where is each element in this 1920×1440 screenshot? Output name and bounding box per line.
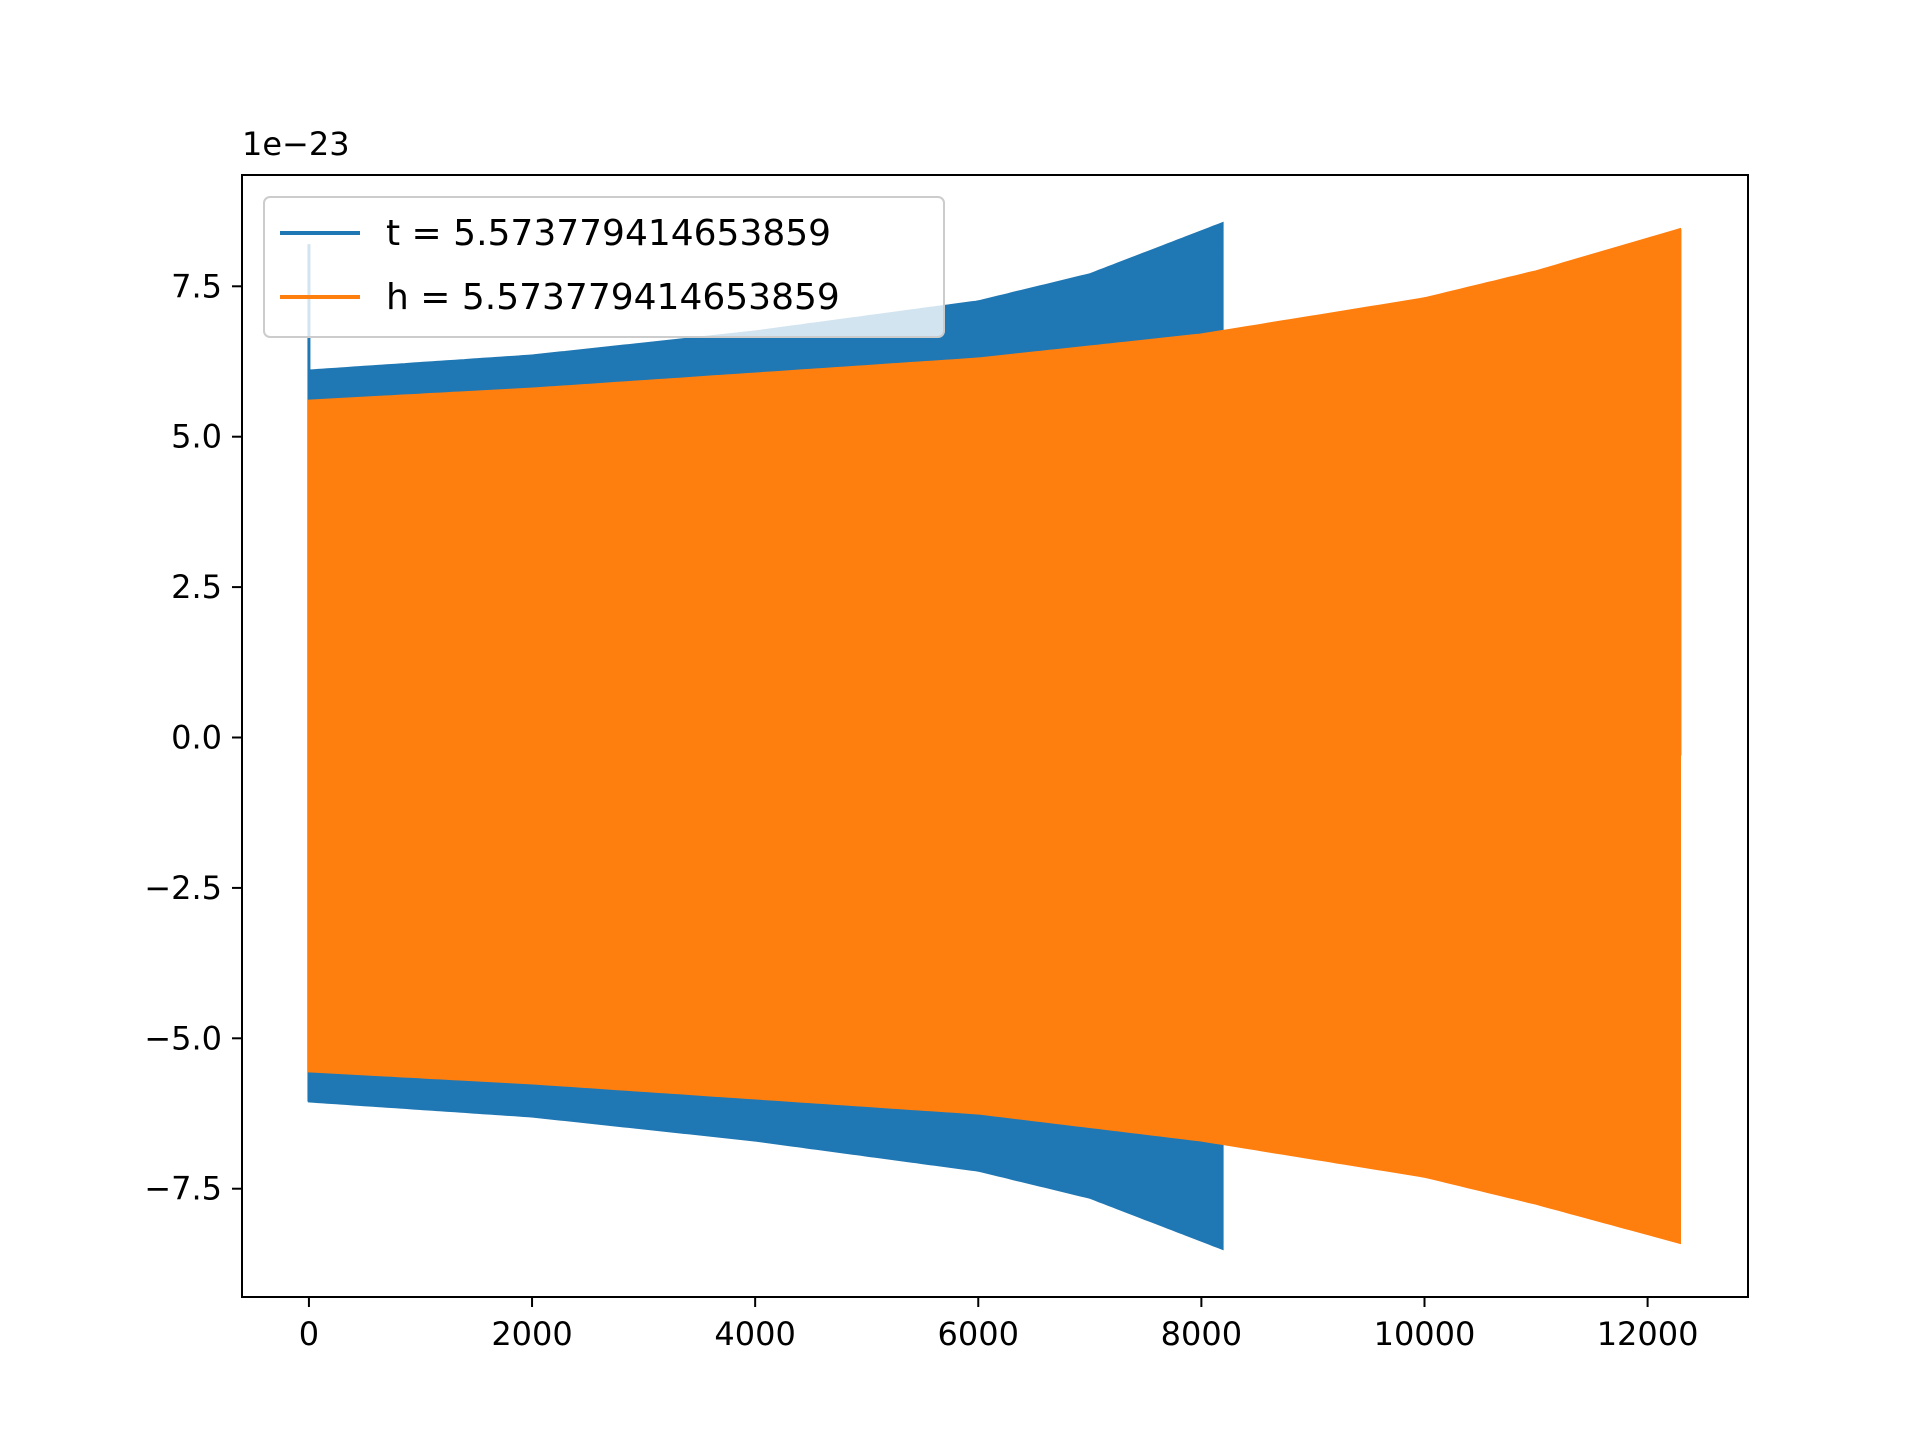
y-offset-label: 1e−23 <box>242 125 350 163</box>
plot-area <box>307 221 1682 1251</box>
y-tick-label: 7.5 <box>171 267 222 305</box>
legend-label: h = 5.573779414653859 <box>386 277 840 318</box>
series-envelope <box>307 227 1681 1245</box>
y-axis: 7.5 5.0 2.5 0.0 −2.5 −5.0 −7.5 <box>144 267 242 1208</box>
x-tick-label: 8000 <box>1161 1315 1242 1353</box>
x-tick-label: 10000 <box>1374 1315 1476 1353</box>
y-tick-label: −7.5 <box>144 1170 222 1208</box>
legend-label: t = 5.573779414653859 <box>386 213 831 254</box>
y-tick-label: −5.0 <box>144 1019 222 1057</box>
axes-frame <box>241 174 1749 1298</box>
x-tick-label: 6000 <box>938 1315 1019 1353</box>
y-tick-label: 0.0 <box>171 719 222 757</box>
series-h <box>307 227 1682 1245</box>
x-axis: 0 2000 4000 6000 8000 10000 12000 <box>299 1297 1699 1353</box>
x-tick-label: 12000 <box>1597 1315 1699 1353</box>
x-tick-label: 4000 <box>714 1315 795 1353</box>
x-tick-label: 2000 <box>491 1315 572 1353</box>
y-tick-label: 2.5 <box>171 568 222 606</box>
y-tick-label: 5.0 <box>171 418 222 456</box>
legend-box <box>263 196 945 338</box>
y-tick-label: −2.5 <box>144 869 222 907</box>
legend: t = 5.573779414653859 h = 5.5737794146538… <box>263 196 945 338</box>
x-tick-label: 0 <box>299 1315 319 1353</box>
